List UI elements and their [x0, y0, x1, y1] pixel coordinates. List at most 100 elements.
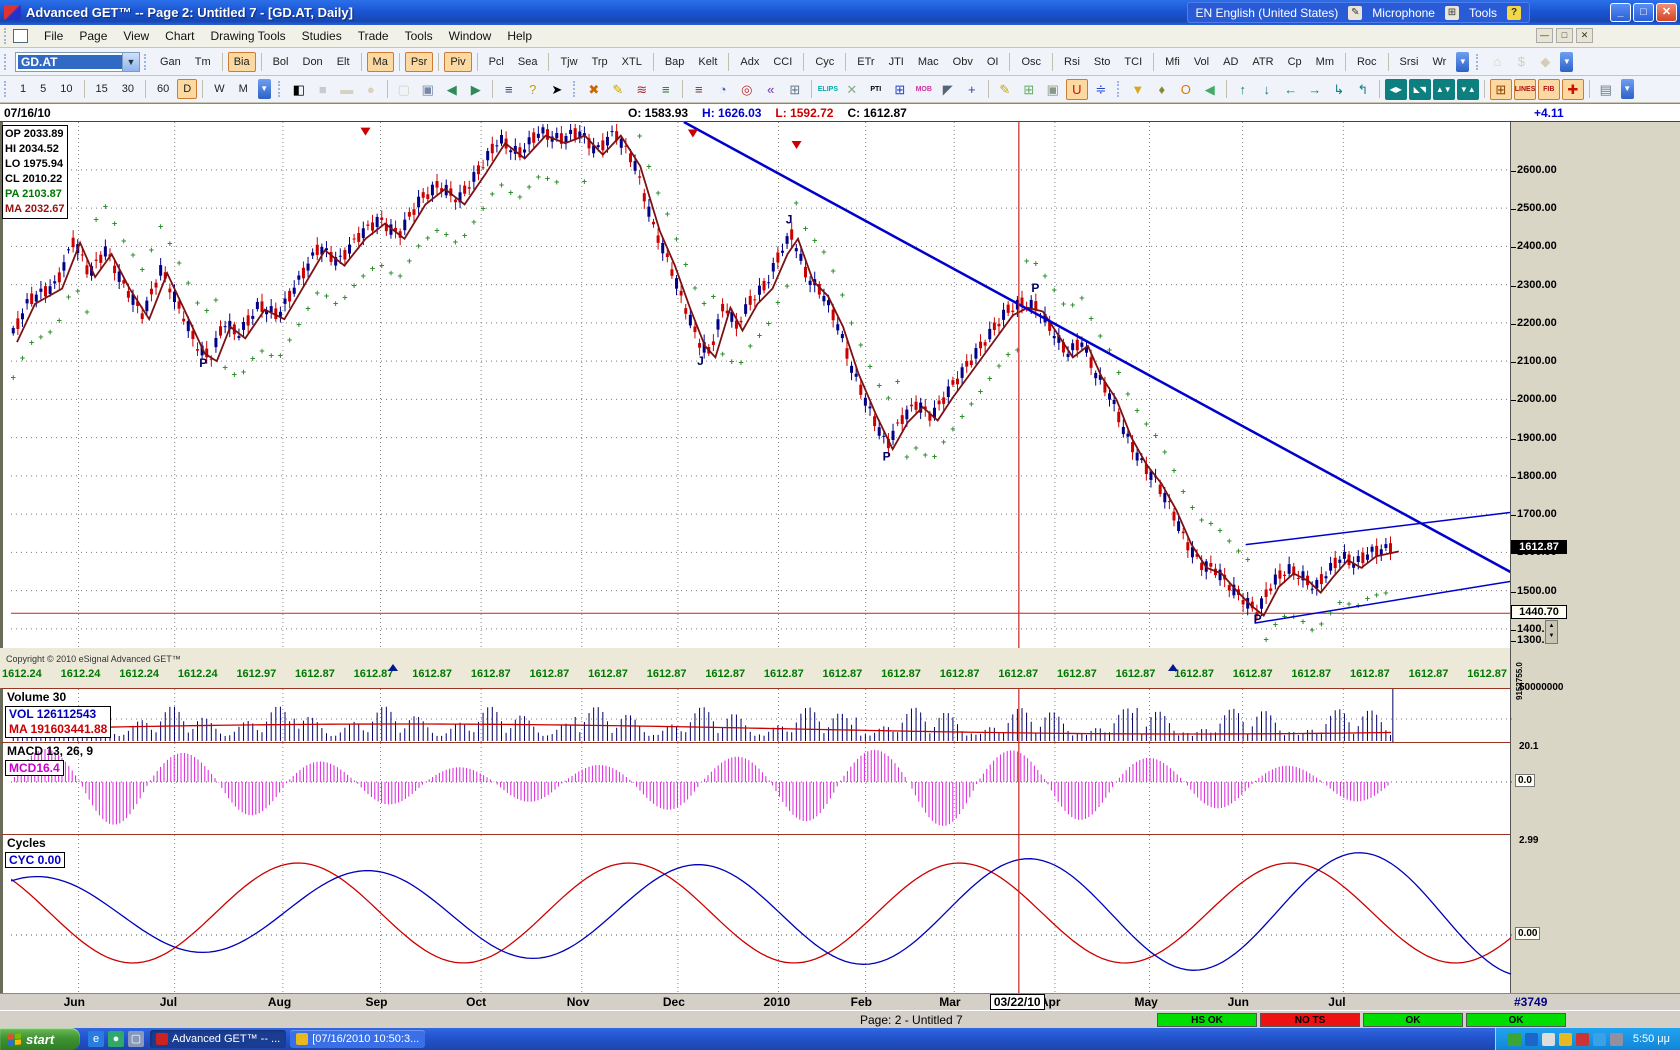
symbol-combo[interactable]: GD.AT ▼ — [15, 51, 140, 72]
symbol-dropdown-icon[interactable]: ▼ — [122, 52, 139, 71]
microphone-label[interactable]: Microphone — [1372, 5, 1435, 20]
study-button-srsi[interactable]: Srsi — [1399, 55, 1419, 68]
blob-icon[interactable]: ● — [366, 81, 375, 97]
study-button-oi[interactable]: OI — [986, 55, 999, 68]
pointer-icon[interactable]: ➤ — [551, 81, 563, 97]
minimize-button[interactable]: _ — [1610, 3, 1631, 22]
forward-page-icon[interactable]: ▶ — [470, 81, 481, 97]
study-button-sto[interactable]: Sto — [1093, 55, 1111, 68]
flag-pointer-icon[interactable]: ◤ — [942, 81, 953, 97]
maximize-button[interactable]: □ — [1633, 3, 1654, 22]
study-button-osc[interactable]: Osc — [1021, 55, 1042, 68]
menu-chart[interactable]: Chart — [165, 29, 195, 43]
study-button-bia[interactable]: Bia — [227, 51, 256, 72]
language-label[interactable]: EN English (United States) — [1195, 5, 1339, 20]
parallel-lines-icon[interactable]: ≡ — [661, 81, 670, 97]
expand-vertical-icon[interactable]: ▲▼ — [1432, 78, 1455, 100]
retracement-icon[interactable]: ≋ — [636, 81, 648, 97]
toolbar-grip[interactable] — [4, 81, 9, 97]
study-button-bap[interactable]: Bap — [664, 55, 685, 68]
langbar-help-icon[interactable]: ? — [1507, 5, 1521, 20]
study-button-trp[interactable]: Trp — [591, 55, 608, 68]
underline-icon[interactable]: U — [1065, 78, 1088, 100]
print-icon[interactable]: ≡ — [504, 81, 513, 97]
arrow-down-icon[interactable]: ↓ — [1263, 81, 1271, 97]
cycles-panel[interactable]: Cycles CYC 0.00 — [0, 834, 1513, 993]
arrow-right-icon[interactable]: → — [1308, 81, 1322, 97]
show-desktop-icon[interactable]: ▢ — [128, 1031, 144, 1047]
toolbar-grip[interactable] — [277, 81, 283, 97]
copy-icon[interactable]: ▣ — [1046, 81, 1059, 97]
price-axis[interactable]: 2600.00 2500.00 2400.00 2300.00 2200.00 2100.… — [1510, 122, 1680, 993]
study-button-vol[interactable]: Vol — [1193, 55, 1210, 68]
open-folder-icon[interactable]: ▼ — [1131, 81, 1145, 97]
pencil2-icon[interactable]: ✎ — [999, 81, 1011, 97]
expand-diagonal-icon[interactable]: ◣◥ — [1408, 78, 1431, 100]
mdi-restore-button[interactable]: □ — [1556, 28, 1573, 43]
target-icon[interactable]: ◎ — [741, 81, 753, 97]
lines-tool-icon[interactable]: LINES — [1513, 78, 1536, 100]
timeframe-30[interactable]: 30 — [121, 83, 134, 95]
menu-trade[interactable]: Trade — [357, 29, 389, 43]
timeframe-15[interactable]: 15 — [95, 83, 108, 95]
study-button-kelt[interactable]: Kelt — [698, 55, 718, 68]
study-button-elt[interactable]: Elt — [336, 55, 350, 68]
exchange-icon[interactable]: ◆ — [1540, 54, 1551, 69]
study-button-pcl[interactable]: Pcl — [488, 55, 504, 68]
study-button-cp[interactable]: Cp — [1287, 55, 1302, 68]
timeframe-dropdown[interactable]: ▼ — [257, 79, 271, 99]
home-overflow-dropdown[interactable]: ▼ — [1560, 51, 1574, 72]
macd-panel[interactable]: MACD 13, 26, 9 MCD16.4 — [0, 742, 1513, 834]
study-button-ad[interactable]: AD — [1223, 55, 1239, 68]
zoom-in-icon[interactable]: + — [967, 81, 976, 97]
study-overflow-dropdown[interactable]: ▼ — [1456, 51, 1470, 72]
timeframe-5[interactable]: 5 — [40, 83, 47, 95]
menu-studies[interactable]: Studies — [301, 29, 342, 43]
toolbar-grip[interactable] — [144, 53, 149, 70]
langbar-tools-label[interactable]: Tools — [1468, 5, 1497, 20]
study-button-ma[interactable]: Ma — [366, 51, 394, 72]
back-page-icon[interactable]: ◀ — [446, 81, 457, 97]
study-button-bol[interactable]: Bol — [272, 55, 289, 68]
menu-view[interactable]: View — [123, 29, 150, 43]
chart-type-icon[interactable]: ◧ — [292, 81, 305, 97]
volume-panel[interactable]: Volume 30 VOL 126112543 MA 191603441.88 — [0, 688, 1513, 742]
start-button[interactable]: start — [0, 1028, 80, 1050]
toolbar-grip[interactable] — [4, 53, 9, 70]
step-right-icon[interactable]: ↰ — [1357, 81, 1369, 97]
tools-overflow-dropdown[interactable]: ▼ — [1620, 79, 1634, 99]
price-chart[interactable]: + + + + + + + + + + + + + + + + + + + + + + + + + + + + + + + + + + + + + + + +… — [0, 122, 1513, 648]
study-button-don[interactable]: Don — [302, 55, 323, 68]
trendline-icon[interactable]: ≡ — [694, 81, 703, 97]
document-icon[interactable] — [13, 29, 28, 43]
menu-drawing-tools[interactable]: Drawing Tools — [210, 29, 286, 43]
task-button[interactable]: [07/16/2010 10:50:3... — [290, 1030, 426, 1048]
study-button-jti[interactable]: JTI — [888, 55, 904, 68]
snapshot-icon[interactable]: ▬ — [340, 81, 354, 97]
toolbar-grip[interactable] — [1476, 53, 1481, 70]
toolbar-grip[interactable] — [572, 81, 578, 97]
browser-icon[interactable]: ● — [108, 1031, 124, 1047]
ellipse-icon[interactable]: ELIPS — [817, 85, 838, 93]
breakout-icon[interactable]: ✕ — [846, 81, 858, 97]
dots-grid-icon[interactable]: ⊞ — [1489, 78, 1512, 100]
study-button-tci[interactable]: TCI — [1124, 55, 1143, 68]
microphone-icon[interactable]: ✎ — [1348, 5, 1363, 20]
timeframe-60[interactable]: 60 — [157, 83, 170, 95]
mob-icon[interactable]: MOB — [915, 85, 932, 93]
study-button-atr[interactable]: ATR — [1252, 55, 1274, 68]
task-button[interactable]: Advanced GET™ -- ... — [150, 1030, 287, 1048]
compress-icon[interactable]: ▼▲ — [1456, 78, 1479, 100]
tray-icon[interactable] — [1592, 1032, 1606, 1046]
mdi-close-button[interactable]: ✕ — [1576, 28, 1593, 43]
study-button-sea[interactable]: Sea — [517, 55, 538, 68]
menu-help[interactable]: Help — [507, 29, 532, 43]
timeframe-m[interactable]: M — [238, 83, 248, 95]
toolbar-grip[interactable] — [1116, 81, 1122, 97]
mdi-minimize-button[interactable]: — — [1536, 28, 1553, 43]
price-plot[interactable]: + + + + + + + + + + + + + + + + + + + + + + + + + + + + + + + + + + + + + + + +… — [11, 122, 1513, 648]
tray-icon[interactable] — [1575, 1032, 1589, 1046]
symbol-value[interactable]: GD.AT — [18, 54, 122, 69]
step-left-icon[interactable]: ↳ — [1333, 81, 1345, 97]
scroll-up-icon[interactable]: ▲ — [1548, 623, 1555, 629]
